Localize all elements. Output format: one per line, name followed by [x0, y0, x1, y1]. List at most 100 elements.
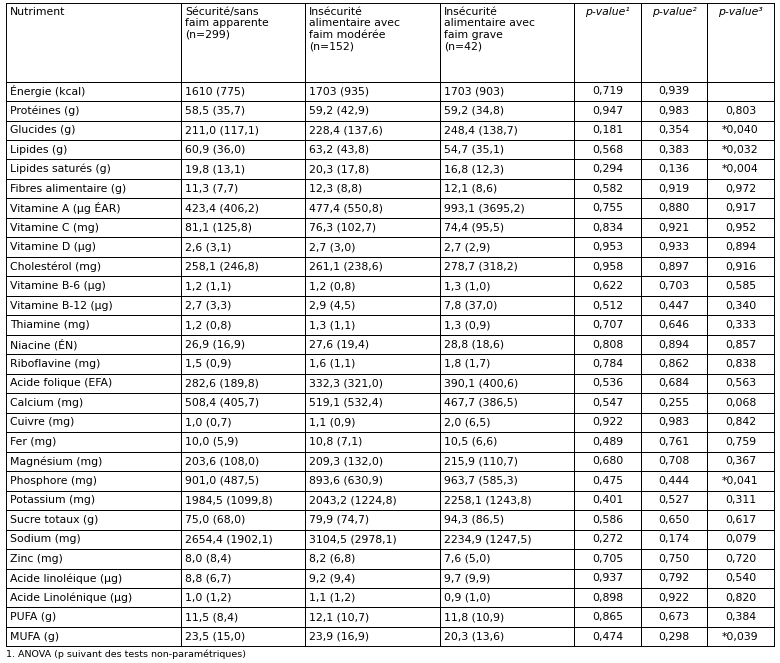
Text: 0,720: 0,720 — [725, 554, 756, 564]
Text: 0,622: 0,622 — [592, 281, 623, 291]
Text: 508,4 (405,7): 508,4 (405,7) — [185, 398, 259, 408]
Text: 26,9 (16,9): 26,9 (16,9) — [185, 339, 245, 349]
Text: Calcium (mg): Calcium (mg) — [10, 398, 83, 408]
Text: 0,650: 0,650 — [658, 514, 690, 525]
Text: 8,0 (8,4): 8,0 (8,4) — [185, 554, 232, 564]
Text: 12,1 (10,7): 12,1 (10,7) — [309, 612, 370, 622]
Text: 63,2 (43,8): 63,2 (43,8) — [309, 145, 370, 154]
Text: *0,040: *0,040 — [722, 125, 759, 135]
Text: 11,3 (7,7): 11,3 (7,7) — [185, 184, 239, 194]
Text: 12,1 (8,6): 12,1 (8,6) — [444, 184, 497, 194]
Text: 54,7 (35,1): 54,7 (35,1) — [444, 145, 504, 154]
Text: 0,340: 0,340 — [725, 300, 756, 310]
Text: 1,8 (1,7): 1,8 (1,7) — [444, 359, 490, 369]
Text: 0,255: 0,255 — [658, 398, 690, 408]
Text: Sécurité/sans
faim apparente
(n=299): Sécurité/sans faim apparente (n=299) — [185, 7, 269, 40]
Text: 0,489: 0,489 — [592, 437, 623, 447]
Text: 0,933: 0,933 — [658, 242, 690, 252]
Text: p-value²: p-value² — [652, 7, 697, 17]
Text: 0,708: 0,708 — [658, 456, 690, 466]
Text: Protéines (g): Protéines (g) — [10, 105, 80, 116]
Text: 1,2 (0,8): 1,2 (0,8) — [185, 320, 232, 330]
Text: Énergie (kcal): Énergie (kcal) — [10, 86, 86, 97]
Text: 0,919: 0,919 — [658, 184, 690, 194]
Text: 1,0 (1,2): 1,0 (1,2) — [185, 593, 232, 603]
Text: p-value³: p-value³ — [718, 7, 763, 17]
Text: 0,272: 0,272 — [592, 534, 623, 544]
Text: 0,383: 0,383 — [658, 145, 690, 154]
Text: 0,834: 0,834 — [592, 223, 623, 233]
Text: 0,673: 0,673 — [658, 612, 690, 622]
Text: 0,444: 0,444 — [658, 476, 690, 486]
Text: 467,7 (386,5): 467,7 (386,5) — [444, 398, 518, 408]
Text: 8,2 (6,8): 8,2 (6,8) — [309, 554, 356, 564]
Text: 0,803: 0,803 — [725, 106, 756, 116]
Text: 0,865: 0,865 — [592, 612, 623, 622]
Text: 75,0 (68,0): 75,0 (68,0) — [185, 514, 246, 525]
Text: 0,401: 0,401 — [592, 495, 623, 505]
Text: 0,707: 0,707 — [592, 320, 623, 330]
Text: 0,894: 0,894 — [658, 339, 690, 349]
Text: 0,761: 0,761 — [658, 437, 690, 447]
Text: 0,680: 0,680 — [592, 456, 623, 466]
Text: 59,2 (42,9): 59,2 (42,9) — [309, 106, 370, 116]
Text: 0,755: 0,755 — [592, 203, 623, 213]
Text: Sucre totaux (g): Sucre totaux (g) — [10, 514, 98, 525]
Text: 0,862: 0,862 — [658, 359, 690, 369]
Text: Insécurité
alimentaire avec
faim modérée
(n=152): Insécurité alimentaire avec faim modérée… — [309, 7, 400, 52]
Text: 9,2 (9,4): 9,2 (9,4) — [309, 573, 356, 583]
Text: 1703 (935): 1703 (935) — [309, 86, 370, 96]
Text: 0,857: 0,857 — [725, 339, 756, 349]
Text: 8,8 (6,7): 8,8 (6,7) — [185, 573, 232, 583]
Text: Acide folique (EFA): Acide folique (EFA) — [10, 379, 112, 389]
Text: Vitamine C (mg): Vitamine C (mg) — [10, 223, 99, 233]
Text: 2654,4 (1902,1): 2654,4 (1902,1) — [185, 534, 273, 544]
Text: 901,0 (487,5): 901,0 (487,5) — [185, 476, 259, 486]
Text: 0,174: 0,174 — [658, 534, 690, 544]
Text: 993,1 (3695,2): 993,1 (3695,2) — [444, 203, 524, 213]
Text: Insécurité
alimentaire avec
faim grave
(n=42): Insécurité alimentaire avec faim grave (… — [444, 7, 535, 52]
Text: 0,958: 0,958 — [592, 262, 623, 272]
Text: 0,947: 0,947 — [592, 106, 623, 116]
Text: 10,8 (7,1): 10,8 (7,1) — [309, 437, 363, 447]
Text: Thiamine (mg): Thiamine (mg) — [10, 320, 90, 330]
Text: 0,705: 0,705 — [592, 554, 623, 564]
Text: 0,922: 0,922 — [592, 418, 623, 428]
Text: 0,983: 0,983 — [658, 418, 690, 428]
Text: 477,4 (550,8): 477,4 (550,8) — [309, 203, 383, 213]
Text: 0,820: 0,820 — [725, 593, 756, 603]
Text: 2,9 (4,5): 2,9 (4,5) — [309, 300, 356, 310]
Text: 2258,1 (1243,8): 2258,1 (1243,8) — [444, 495, 531, 505]
Text: 0,921: 0,921 — [658, 223, 690, 233]
Text: 423,4 (406,2): 423,4 (406,2) — [185, 203, 259, 213]
Text: 2,6 (3,1): 2,6 (3,1) — [185, 242, 232, 252]
Text: 0,563: 0,563 — [725, 379, 756, 389]
Text: *0,039: *0,039 — [722, 632, 759, 642]
Text: Sodium (mg): Sodium (mg) — [10, 534, 81, 544]
Text: 1,3 (1,1): 1,3 (1,1) — [309, 320, 356, 330]
Text: 0,937: 0,937 — [592, 573, 623, 583]
Text: 0,512: 0,512 — [592, 300, 623, 310]
Text: 0,582: 0,582 — [592, 184, 623, 194]
Text: 1,3 (0,9): 1,3 (0,9) — [444, 320, 491, 330]
Text: 2043,2 (1224,8): 2043,2 (1224,8) — [309, 495, 397, 505]
Text: 0,983: 0,983 — [658, 106, 690, 116]
Text: 0,953: 0,953 — [592, 242, 623, 252]
Text: 261,1 (238,6): 261,1 (238,6) — [309, 262, 383, 272]
Text: 1,5 (0,9): 1,5 (0,9) — [185, 359, 232, 369]
Text: 0,298: 0,298 — [658, 632, 690, 642]
Text: 79,9 (74,7): 79,9 (74,7) — [309, 514, 370, 525]
Text: 20,3 (13,6): 20,3 (13,6) — [444, 632, 504, 642]
Text: 332,3 (321,0): 332,3 (321,0) — [309, 379, 383, 389]
Text: 9,7 (9,9): 9,7 (9,9) — [444, 573, 490, 583]
Text: 60,9 (36,0): 60,9 (36,0) — [185, 145, 246, 154]
Text: 0,703: 0,703 — [658, 281, 690, 291]
Text: PUFA (g): PUFA (g) — [10, 612, 56, 622]
Text: 258,1 (246,8): 258,1 (246,8) — [185, 262, 259, 272]
Text: 0,536: 0,536 — [592, 379, 623, 389]
Text: 1,1 (1,2): 1,1 (1,2) — [309, 593, 356, 603]
Text: 0,547: 0,547 — [592, 398, 623, 408]
Text: 1,1 (0,9): 1,1 (0,9) — [309, 418, 356, 428]
Text: 0,808: 0,808 — [592, 339, 623, 349]
Text: 2,7 (3,0): 2,7 (3,0) — [309, 242, 356, 252]
